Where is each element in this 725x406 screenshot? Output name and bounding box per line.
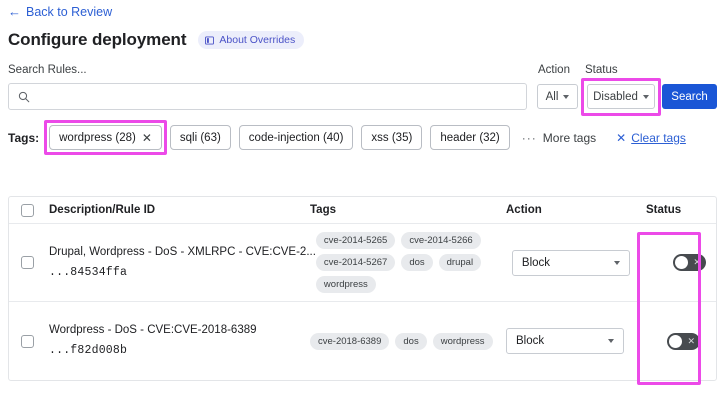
rule-id: ...84534ffa (49, 265, 128, 279)
tags-filter-row: Tags: wordpress (28) ✕ sqli (63) code-in… (8, 120, 686, 155)
status-toggle[interactable]: ✕ (667, 332, 700, 350)
tag-pill: dos (401, 254, 433, 271)
search-rules-label: Search Rules... (8, 64, 87, 76)
clear-tags-button[interactable]: ✕ Clear tags (616, 131, 686, 145)
rule-tags-cell: cve-2014-5265 cve-2014-5266 cve-2014-526… (315, 232, 512, 293)
tag-pill: cve-2014-5267 (315, 254, 396, 271)
rule-id: ...f82d008b (49, 344, 128, 357)
row-select-cell (9, 256, 45, 269)
tag-chip-label: header (32) (440, 131, 500, 144)
back-to-review-label: Back to Review (26, 5, 113, 19)
tag-chip-label: xss (35) (371, 131, 413, 144)
tag-pill: cve-2018-6389 (310, 332, 390, 350)
tag-pill: cve-2014-5265 (315, 232, 396, 249)
action-select-value: Block (521, 256, 551, 269)
more-tags-button[interactable]: ··· More tags (522, 131, 596, 145)
table-row: Drupal, Wordpress - DoS - XMLRPC - CVE:C… (9, 224, 716, 302)
chevron-down-icon (608, 339, 614, 343)
close-icon[interactable]: ✕ (141, 130, 152, 145)
tag-pill: wordpress (432, 332, 493, 350)
tags-label: Tags: (8, 130, 40, 145)
tag-chip-code-injection[interactable]: code-injection (40) (238, 125, 354, 150)
about-overrides-label: About Overrides (219, 34, 296, 46)
close-icon: ✕ (687, 335, 695, 346)
tag-chip-label: code-injection (40) (248, 131, 344, 144)
chevron-down-icon (642, 94, 649, 99)
tag-pill: dos (395, 332, 427, 350)
row-checkbox[interactable] (20, 334, 34, 348)
close-icon: ✕ (693, 257, 701, 267)
arrow-left-icon: ← (8, 4, 21, 19)
tag-chip-label: wordpress (28) (59, 131, 136, 144)
row-checkbox[interactable] (20, 256, 34, 269)
tag-chip-wordpress[interactable]: wordpress (28) ✕ (49, 125, 162, 150)
table-header-row: Description/Rule ID Tags Action Status (9, 197, 716, 224)
about-overrides-chip[interactable]: About Overrides (198, 31, 305, 49)
column-header-action[interactable]: Action (506, 204, 542, 216)
back-to-review-link[interactable]: ← Back to Review (8, 4, 112, 20)
status-filter-value: Disabled (593, 90, 638, 103)
select-all-checkbox[interactable] (20, 203, 34, 217)
more-tags-label: More tags (542, 130, 597, 145)
close-icon: ✕ (616, 130, 627, 145)
rule-tags-cell: cve-2018-6389 dos wordpress (310, 332, 506, 350)
column-header-tags[interactable]: Tags (310, 204, 336, 216)
rule-description: Wordpress - DoS - CVE:CVE-2018-6389 (49, 324, 257, 336)
tag-chip-header[interactable]: header (32) (430, 125, 510, 150)
column-header-status[interactable]: Status (646, 204, 682, 216)
toggle-knob (669, 334, 682, 348)
action-filter-select[interactable]: All (537, 84, 578, 109)
search-input[interactable] (30, 89, 526, 104)
select-all-cell (9, 203, 45, 217)
action-select[interactable]: Block (506, 328, 624, 354)
tag-chip-xss[interactable]: xss (35) (361, 125, 423, 150)
rule-description-cell: Drupal, Wordpress - DoS - XMLRPC - CVE:C… (45, 243, 316, 283)
rules-table: Description/Rule ID Tags Action Status D… (8, 196, 717, 381)
action-select-value: Block (516, 335, 545, 347)
tag-wordpress-wrapper: wordpress (28) ✕ (44, 120, 167, 155)
tag-chip-sqli[interactable]: sqli (63) (169, 125, 231, 150)
table-row: Wordpress - DoS - CVE:CVE-2018-6389 ...f… (9, 302, 716, 380)
ellipsis-icon: ··· (521, 130, 537, 145)
row-select-cell (9, 334, 45, 348)
tag-pill: cve-2014-5266 (401, 232, 481, 249)
clear-tags-label: Clear tags (631, 130, 686, 145)
status-filter-select[interactable]: Disabled (587, 84, 655, 109)
book-icon (205, 35, 215, 45)
search-input-wrapper[interactable] (8, 83, 527, 110)
page-title-row: Configure deployment About Overrides (8, 30, 305, 50)
rule-status-cell: ✕ (646, 332, 716, 350)
rule-status-cell: ✕ (652, 254, 716, 271)
tag-pill: wordpress (315, 276, 376, 293)
rule-action-cell: Block (506, 328, 646, 354)
rule-action-cell: Block (511, 249, 652, 276)
action-select[interactable]: Block (511, 249, 630, 276)
column-header-description[interactable]: Description/Rule ID (49, 204, 156, 216)
search-icon (18, 91, 30, 103)
chevron-down-icon (563, 94, 570, 99)
rule-description-cell: Wordpress - DoS - CVE:CVE-2018-6389 ...f… (45, 321, 310, 361)
action-filter-label: Action (538, 64, 570, 76)
rule-description: Drupal, Wordpress - DoS - XMLRPC - CVE:C… (49, 245, 316, 258)
page-title: Configure deployment (8, 30, 187, 49)
toggle-knob (674, 256, 688, 269)
action-filter-value: All (545, 90, 559, 103)
tag-chip-label: sqli (63) (179, 131, 221, 144)
status-toggle[interactable]: ✕ (672, 254, 706, 271)
search-button[interactable]: Search (662, 84, 717, 109)
tag-pill: drupal (438, 254, 482, 271)
chevron-down-icon (613, 260, 620, 265)
status-filter-label: Status (585, 64, 618, 76)
